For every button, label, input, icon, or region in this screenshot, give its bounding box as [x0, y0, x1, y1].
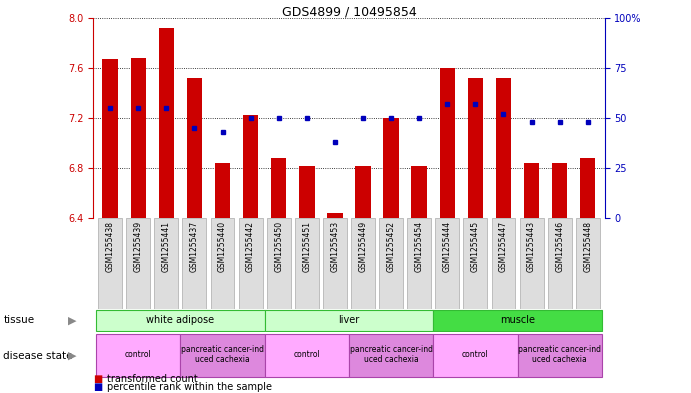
Bar	[96, 334, 180, 377]
Bar	[299, 165, 314, 218]
Text: GSM1255447: GSM1255447	[499, 221, 508, 272]
Text: GSM1255439: GSM1255439	[134, 221, 143, 272]
Bar	[384, 118, 399, 218]
Bar	[411, 165, 427, 218]
Bar	[182, 218, 207, 309]
Bar	[271, 158, 287, 218]
Text: GSM1255440: GSM1255440	[218, 221, 227, 272]
Bar	[265, 334, 349, 377]
Text: GSM1255438: GSM1255438	[106, 221, 115, 272]
Bar	[524, 163, 539, 218]
Text: disease state: disease state	[3, 351, 73, 361]
Text: pancreatic cancer-ind
uced cachexia: pancreatic cancer-ind uced cachexia	[181, 345, 264, 364]
Bar	[468, 78, 483, 218]
Bar	[580, 158, 596, 218]
Bar	[243, 116, 258, 218]
Text: GSM1255448: GSM1255448	[583, 221, 592, 272]
Bar	[520, 218, 544, 309]
Text: GSM1255444: GSM1255444	[443, 221, 452, 272]
Bar	[548, 218, 571, 309]
Text: GSM1255441: GSM1255441	[162, 221, 171, 272]
Text: GSM1255453: GSM1255453	[330, 221, 339, 272]
Bar	[351, 218, 375, 309]
Bar	[267, 218, 291, 309]
Text: GSM1255443: GSM1255443	[527, 221, 536, 272]
Text: pancreatic cancer-ind
uced cachexia: pancreatic cancer-ind uced cachexia	[350, 345, 433, 364]
Bar	[265, 310, 433, 331]
Text: white adipose: white adipose	[146, 315, 214, 325]
Bar	[96, 310, 265, 331]
Text: GSM1255437: GSM1255437	[190, 221, 199, 272]
Text: GSM1255454: GSM1255454	[415, 221, 424, 272]
Text: transformed count: transformed count	[107, 375, 198, 384]
Bar	[379, 218, 403, 309]
Bar	[433, 334, 518, 377]
Bar	[433, 310, 602, 331]
Bar	[518, 334, 602, 377]
Text: GDS4899 / 10495854: GDS4899 / 10495854	[281, 6, 417, 19]
Bar	[495, 78, 511, 218]
Bar	[464, 218, 487, 309]
Bar	[187, 78, 202, 218]
Bar	[439, 68, 455, 218]
Text: GSM1255452: GSM1255452	[386, 221, 396, 272]
Text: ▶: ▶	[68, 351, 77, 361]
Text: control: control	[462, 350, 489, 359]
Text: GSM1255450: GSM1255450	[274, 221, 283, 272]
Bar	[355, 165, 371, 218]
Text: GSM1255449: GSM1255449	[359, 221, 368, 272]
Bar	[102, 59, 118, 218]
Text: ▶: ▶	[68, 315, 77, 325]
Bar	[126, 218, 150, 309]
Bar	[131, 58, 146, 218]
Text: tissue: tissue	[3, 315, 35, 325]
Text: control: control	[294, 350, 320, 359]
Text: ■: ■	[93, 375, 102, 384]
Text: muscle: muscle	[500, 315, 535, 325]
Bar	[552, 163, 567, 218]
Bar	[576, 218, 600, 309]
Bar	[295, 218, 319, 309]
Text: GSM1255446: GSM1255446	[555, 221, 564, 272]
Text: percentile rank within the sample: percentile rank within the sample	[107, 382, 272, 392]
Text: ■: ■	[93, 382, 102, 392]
Bar	[238, 218, 263, 309]
Bar	[98, 218, 122, 309]
Bar	[327, 213, 343, 218]
Bar	[323, 218, 347, 309]
Bar	[491, 218, 515, 309]
Bar	[215, 163, 230, 218]
Bar	[435, 218, 460, 309]
Bar	[407, 218, 431, 309]
Bar	[349, 334, 433, 377]
Bar	[154, 218, 178, 309]
Bar	[211, 218, 234, 309]
Text: control: control	[125, 350, 151, 359]
Text: GSM1255445: GSM1255445	[471, 221, 480, 272]
Text: GSM1255451: GSM1255451	[302, 221, 312, 272]
Bar	[180, 334, 265, 377]
Text: liver: liver	[339, 315, 359, 325]
Bar	[159, 28, 174, 218]
Text: GSM1255442: GSM1255442	[246, 221, 255, 272]
Text: pancreatic cancer-ind
uced cachexia: pancreatic cancer-ind uced cachexia	[518, 345, 601, 364]
